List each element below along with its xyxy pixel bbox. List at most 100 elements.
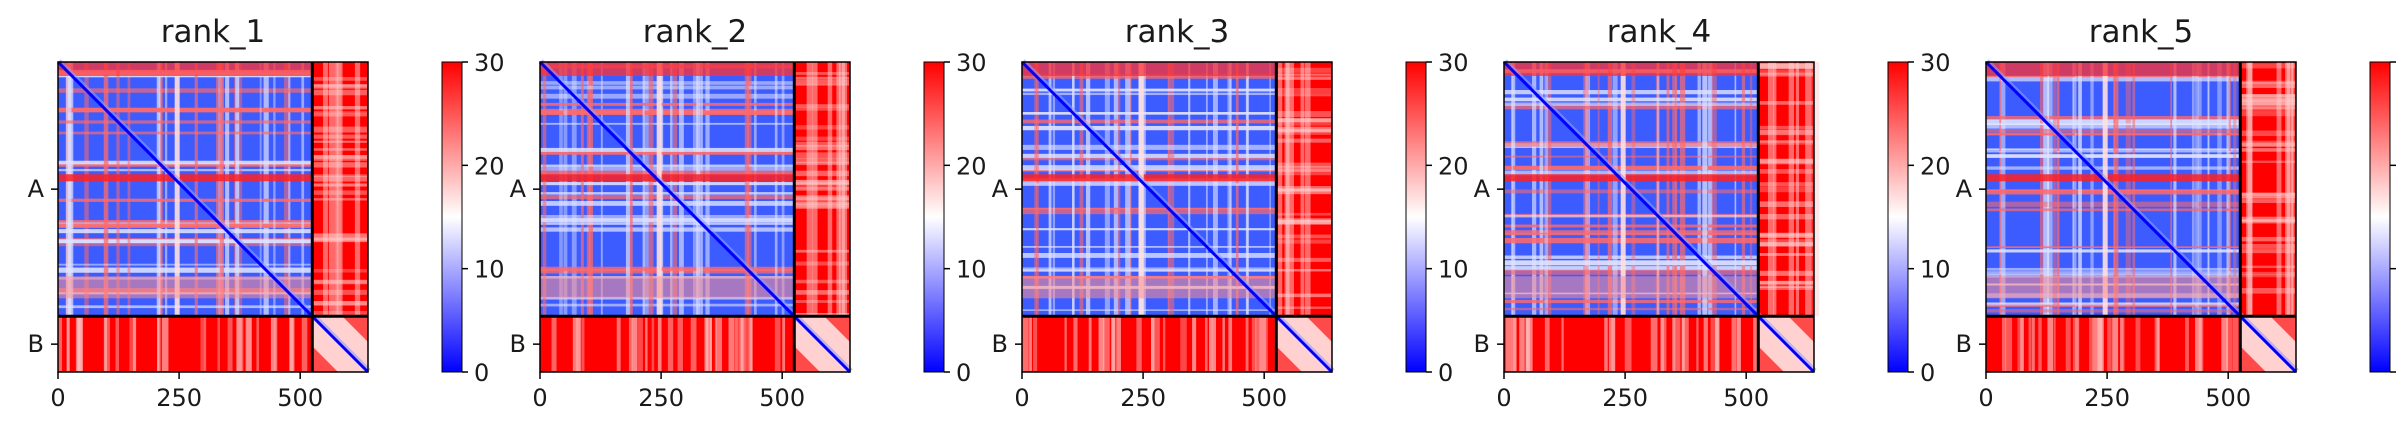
texture-A-B	[1758, 129, 1814, 136]
texture-A-B	[2240, 274, 2296, 278]
texture-B-A	[1672, 316, 1676, 372]
streak-v	[1269, 62, 1271, 317]
streak-h	[1986, 76, 2241, 82]
band-h	[1504, 174, 1759, 182]
streak-h	[1504, 224, 1759, 228]
texture-A-B	[2240, 142, 2296, 147]
streak-v	[754, 62, 757, 317]
texture-A-B	[794, 152, 850, 159]
streak-v	[2047, 62, 2050, 317]
colorbar	[1405, 61, 1427, 373]
streak-h	[1022, 119, 1277, 124]
texture-B-A	[740, 316, 746, 372]
texture-A-B	[794, 170, 850, 177]
streak-v	[2191, 62, 2195, 317]
lower-rows	[1986, 276, 2241, 299]
panel-title: rank_5	[2089, 14, 2194, 50]
texture-B-A	[1608, 316, 1616, 372]
streak-v	[1125, 62, 1131, 317]
texture-B-A	[1526, 316, 1530, 372]
texture-B-A	[651, 316, 655, 372]
texture-B-A	[1703, 316, 1708, 372]
texture-A-B	[794, 300, 850, 303]
streak-h	[540, 214, 795, 220]
streak-v	[273, 62, 276, 317]
axes-frame	[1503, 61, 1815, 373]
streak-h	[540, 165, 795, 171]
texture-B-A	[1111, 316, 1116, 372]
texture-A-B	[2240, 63, 2296, 69]
x-tick-label: 0	[532, 384, 547, 412]
streak-v	[2197, 62, 2202, 317]
streak-v	[1631, 62, 1636, 317]
streak-v	[238, 62, 243, 317]
texture-A-B	[1758, 182, 1814, 187]
streak-v	[1235, 62, 1239, 317]
texture-B-A	[1512, 316, 1517, 372]
texture-A-B-col	[328, 62, 336, 317]
texture-A-B	[1758, 242, 1814, 247]
texture-B-A	[1211, 316, 1217, 372]
texture-B-A	[1736, 316, 1741, 372]
texture-A-B	[1758, 101, 1814, 105]
texture-B-A	[1561, 316, 1564, 372]
texture-A-B	[2240, 111, 2296, 117]
colorbar-tick-label: 0	[474, 359, 489, 387]
texture-A-B-col	[323, 62, 328, 317]
texture-B-A	[1150, 316, 1155, 372]
streak-v	[219, 62, 224, 317]
texture-B-A	[256, 316, 260, 372]
texture-A-B	[1758, 125, 1814, 130]
colorbar-tick-label: 0	[1438, 359, 1453, 387]
streak-v	[1129, 62, 1132, 317]
texture-B-A	[576, 316, 580, 372]
y-tick-label: A	[28, 175, 45, 203]
texture-B-A	[1731, 316, 1737, 372]
streak-h	[540, 266, 795, 272]
texture-A-B	[794, 195, 850, 201]
streak-v	[263, 62, 269, 317]
texture-B-A	[1110, 316, 1115, 372]
streak-h	[540, 192, 795, 195]
lower-rows	[1504, 276, 1759, 299]
streak-v	[103, 62, 109, 317]
diagonal-halo	[541, 59, 853, 371]
streak-h	[1022, 165, 1277, 171]
streak-v	[781, 62, 785, 317]
streak-h	[1504, 90, 1759, 95]
texture-B-A	[200, 316, 205, 372]
x-tick-label: 250	[638, 384, 684, 412]
texture-A-B	[794, 107, 850, 111]
streak-h	[1504, 260, 1759, 266]
texture-A-B-col	[841, 62, 848, 317]
texture-B-A	[103, 316, 108, 372]
streak-h	[1022, 252, 1277, 258]
streak-h	[58, 239, 313, 244]
texture-B-A	[67, 316, 70, 372]
texture-B-A	[745, 316, 750, 372]
texture-A-B	[1758, 159, 1814, 165]
texture-B-A	[734, 316, 739, 372]
x-tick-label: 500	[2205, 384, 2251, 412]
streak-h	[1986, 309, 2241, 313]
x-tick-label: 250	[2084, 384, 2130, 412]
streak-h	[1986, 150, 2241, 153]
texture-A-B-col	[1278, 62, 1283, 317]
band-h	[540, 174, 795, 182]
streak-v	[774, 62, 778, 317]
streak-v	[642, 62, 645, 317]
texture-A-B	[2240, 192, 2296, 196]
texture-B-A	[705, 316, 712, 372]
streak-v	[643, 62, 649, 317]
colorbar-tick-label: 30	[1438, 49, 1469, 77]
texture-B-A	[1098, 316, 1105, 372]
texture-B-A	[227, 316, 233, 372]
streak-v	[259, 62, 262, 317]
streak-v	[1666, 62, 1670, 317]
texture-B-A	[750, 316, 753, 372]
streak-h	[58, 263, 313, 266]
streak-h	[1504, 255, 1759, 259]
texture-B-A	[115, 316, 120, 372]
diagonal	[56, 60, 370, 374]
